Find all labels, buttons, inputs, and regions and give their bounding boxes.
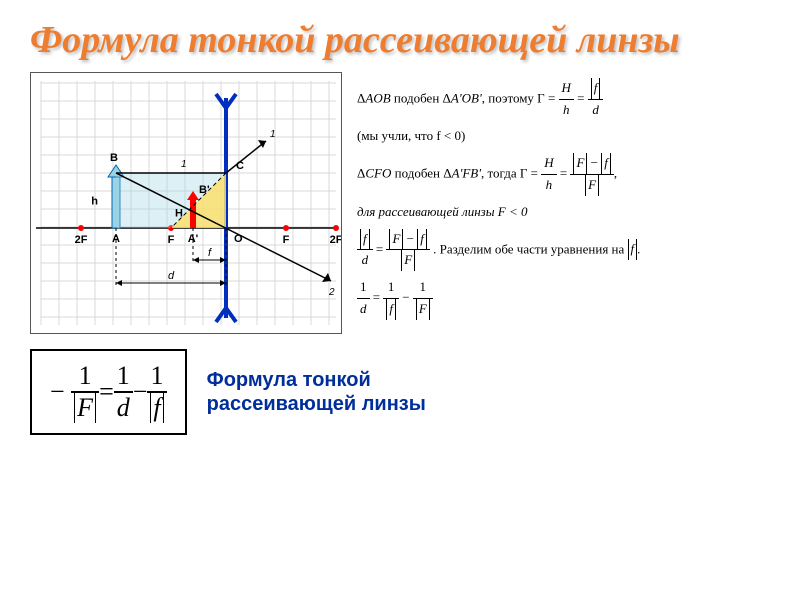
derivation-line-5: fd = F − fF . Разделим обе части уравнен… <box>357 229 640 272</box>
derivation-line-6: 1d = 1f − 1F <box>357 277 640 320</box>
lens-diagram: 2F F F 2F f d A B C A' B' Oh H 1 1 2 <box>30 72 342 334</box>
svg-text:h: h <box>91 195 98 207</box>
svg-text:F: F <box>168 234 175 246</box>
derivation-line-2: (мы учли, что f < 0) <box>357 126 640 147</box>
derivation-text: ΔAOB подобен ΔA'OB', поэтому Г = Hh = fd… <box>357 72 640 334</box>
svg-text:d: d <box>168 270 175 282</box>
svg-text:1: 1 <box>270 129 276 140</box>
svg-text:B': B' <box>199 184 210 196</box>
svg-text:O: O <box>234 233 243 245</box>
svg-text:F: F <box>283 234 290 246</box>
svg-text:H: H <box>175 207 183 219</box>
svg-text:f: f <box>208 247 212 259</box>
page-title: Формула тонкой рассеивающей линзы <box>30 20 770 62</box>
derivation-line-4: для рассеивающей линзы F < 0 <box>357 202 640 223</box>
svg-text:1: 1 <box>181 159 187 170</box>
svg-text:A: A <box>112 233 120 245</box>
derivation-line-1: ΔAOB подобен ΔA'OB', поэтому Г = Hh = fd <box>357 78 640 121</box>
bottom-row: − 1F = 1d − 1f Формула тонкой рассеивающ… <box>30 349 770 435</box>
formula-subtitle: Формула тонкой рассеивающей линзы <box>207 368 426 416</box>
svg-text:A': A' <box>188 233 199 245</box>
svg-text:2F: 2F <box>330 234 341 246</box>
svg-text:2F: 2F <box>75 234 88 246</box>
svg-text:C: C <box>236 160 244 172</box>
svg-text:2: 2 <box>328 287 335 298</box>
derivation-line-3: ΔCFO подобен ΔA'FB', тогда Г = Hh = F − … <box>357 153 640 196</box>
content-row: 2F F F 2F f d A B C A' B' Oh H 1 1 2 ΔAOB подобен ΔA'OB… <box>30 72 770 334</box>
svg-text:B: B <box>110 152 118 164</box>
main-formula: − 1F = 1d − 1f <box>30 349 187 435</box>
